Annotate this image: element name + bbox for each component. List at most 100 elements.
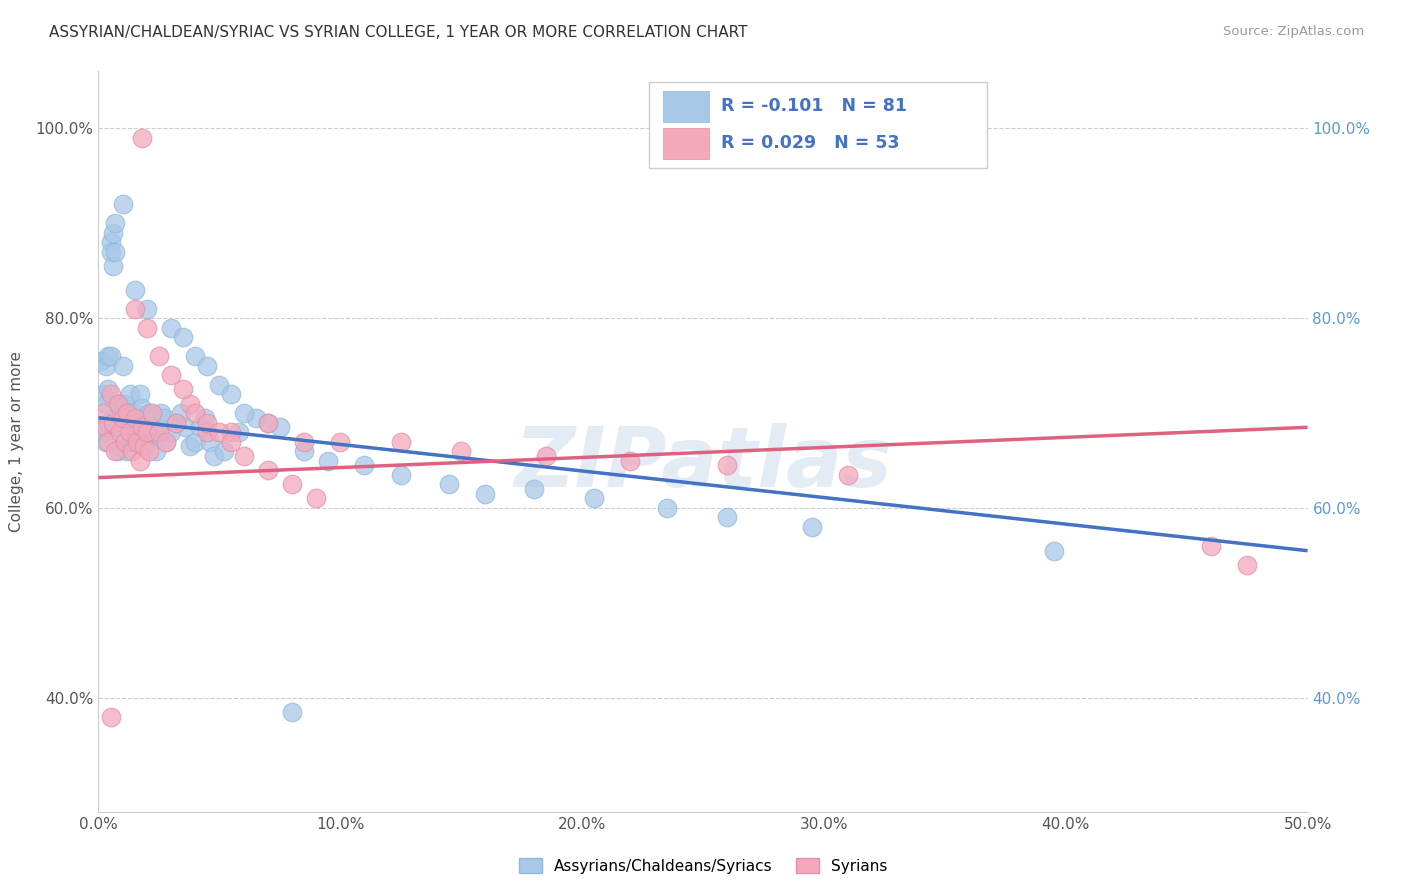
Point: [111, 359, 134, 373]
Point: [121, 444, 143, 458]
Point: [124, 283, 146, 297]
Point: [118, 425, 141, 439]
Point: [245, 410, 267, 425]
Point: [281, 477, 304, 491]
Point: [184, 406, 207, 420]
Legend: Assyrians/Chaldeans/Syriacs, Syrians: Assyrians/Chaldeans/Syriacs, Syrians: [513, 852, 893, 880]
Point: [111, 197, 134, 211]
Point: [221, 387, 243, 401]
Point: [172, 382, 194, 396]
Point: [450, 444, 472, 458]
Point: [292, 444, 315, 458]
Point: [90, 354, 112, 368]
Point: [124, 434, 146, 449]
Point: [131, 420, 153, 434]
Point: [97, 434, 120, 449]
Point: [121, 434, 143, 449]
Point: [118, 410, 141, 425]
Point: [534, 449, 557, 463]
Point: [100, 710, 122, 724]
Point: [114, 425, 136, 439]
Point: [107, 420, 129, 434]
Point: [117, 410, 139, 425]
Point: [179, 396, 201, 410]
Point: [195, 416, 218, 430]
Point: [100, 387, 122, 401]
Point: [232, 449, 254, 463]
Point: [188, 420, 211, 434]
Point: [94, 359, 117, 373]
Point: [194, 410, 217, 425]
Point: [135, 425, 157, 439]
Point: [179, 439, 201, 453]
Point: [583, 491, 606, 506]
Y-axis label: College, 1 year or more: College, 1 year or more: [10, 351, 24, 532]
Text: ASSYRIAN/CHALDEAN/SYRIAC VS SYRIAN COLLEGE, 1 YEAR OR MORE CORRELATION CHART: ASSYRIAN/CHALDEAN/SYRIAC VS SYRIAN COLLE…: [49, 25, 748, 40]
Point: [114, 396, 136, 410]
Point: [221, 425, 243, 439]
Point: [160, 368, 183, 383]
Bar: [664, 91, 709, 121]
Point: [104, 216, 127, 230]
Point: [195, 359, 218, 373]
Point: [619, 453, 641, 467]
Point: [160, 320, 183, 334]
Point: [269, 420, 291, 434]
Point: [148, 349, 170, 363]
Point: [148, 425, 170, 439]
Point: [837, 467, 859, 482]
Point: [148, 420, 170, 434]
Point: [523, 482, 546, 496]
Point: [184, 434, 207, 449]
Point: [1199, 539, 1222, 553]
Point: [1042, 543, 1064, 558]
Point: [292, 434, 315, 449]
Point: [108, 396, 131, 410]
Point: [117, 444, 139, 458]
Point: [94, 434, 117, 449]
Text: R = -0.101   N = 81: R = -0.101 N = 81: [721, 97, 907, 115]
Point: [91, 387, 114, 401]
Point: [204, 449, 226, 463]
Point: [389, 434, 412, 449]
Point: [135, 301, 157, 316]
Point: [716, 510, 738, 524]
Point: [198, 434, 221, 449]
Point: [127, 434, 149, 449]
Point: [131, 401, 153, 416]
Point: [134, 434, 156, 449]
Point: [127, 416, 149, 430]
Point: [108, 425, 131, 439]
Point: [94, 396, 117, 410]
Point: [1236, 558, 1258, 572]
Point: [124, 410, 146, 425]
Point: [107, 396, 129, 410]
Point: [135, 425, 157, 439]
Point: [150, 406, 173, 420]
Point: [208, 377, 231, 392]
Point: [353, 458, 375, 473]
Point: [208, 425, 231, 439]
Point: [111, 410, 134, 425]
Point: [97, 349, 120, 363]
Point: [114, 434, 136, 449]
Point: [91, 425, 114, 439]
Point: [256, 416, 278, 430]
Point: [256, 416, 278, 430]
Point: [141, 410, 163, 425]
FancyBboxPatch shape: [648, 82, 987, 168]
Point: [131, 130, 153, 145]
Point: [138, 406, 160, 420]
Point: [143, 425, 166, 439]
Point: [97, 382, 120, 396]
Point: [212, 444, 235, 458]
Point: [100, 349, 122, 363]
Point: [134, 439, 156, 453]
Point: [316, 453, 339, 467]
Point: [97, 416, 120, 430]
Point: [160, 425, 183, 439]
Point: [221, 434, 243, 449]
Point: [100, 244, 122, 259]
Point: [232, 406, 254, 420]
Point: [117, 406, 139, 420]
